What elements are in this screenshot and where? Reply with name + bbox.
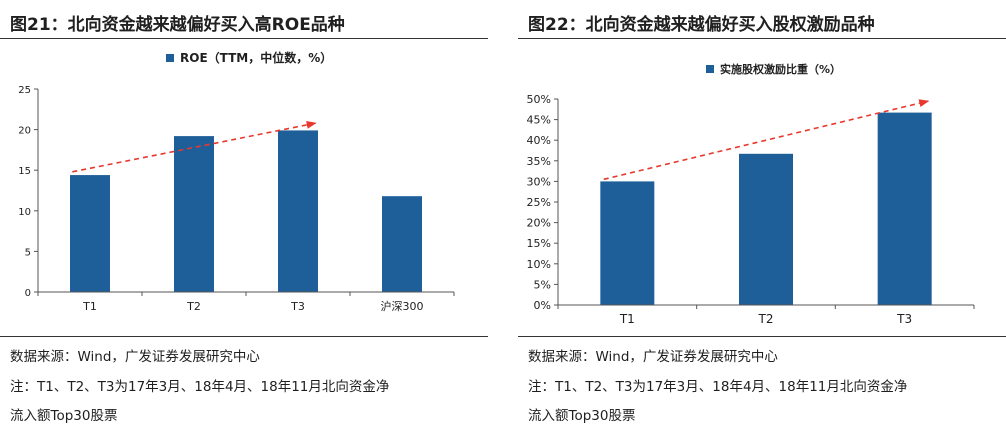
x-tick-label: T2 bbox=[758, 312, 774, 326]
y-tick-label: 25 bbox=[18, 85, 31, 96]
y-tick-label: 30% bbox=[527, 175, 551, 188]
x-tick-label: T1 bbox=[619, 312, 635, 326]
bar-T1 bbox=[600, 181, 655, 305]
equity-incentive-bar-chart: 实施股权激励比重（%） 0% 5% 10% 15% 20% 25% 30% 35% 40% 45% 5… bbox=[527, 62, 975, 326]
source-note: 数据来源：Wind，广发证券发展研究中心 bbox=[528, 349, 778, 365]
trend-arrow bbox=[603, 99, 930, 181]
y-tick-label: 15% bbox=[527, 237, 551, 250]
x-tick-label: T3 bbox=[896, 312, 912, 326]
figure-title: 图22：北向资金越来越偏好买入股权激励品种 bbox=[528, 15, 875, 35]
bar-T1 bbox=[70, 175, 110, 292]
title-rule bbox=[0, 38, 488, 39]
bar-T3 bbox=[278, 130, 318, 292]
y-tick-label: 20% bbox=[527, 217, 551, 230]
y-tick-label: 10 bbox=[18, 207, 31, 218]
y-tick-label: 20 bbox=[18, 126, 31, 137]
y-tick-label: 5% bbox=[534, 278, 551, 291]
y-tick-label: 25% bbox=[527, 196, 551, 209]
source-note: 数据来源：Wind，广发证券发展研究中心 bbox=[10, 349, 260, 365]
bar-T3 bbox=[877, 112, 932, 305]
figure-21: 图21：北向资金越来越偏好买入高ROE品种 ROE（TTM，中位数，%） 0 5 10… bbox=[0, 0, 488, 437]
y-tick-label: 35% bbox=[527, 155, 551, 168]
y-tick-label: 45% bbox=[527, 114, 551, 127]
footnote-line-2: 流入额Top30股票 bbox=[528, 408, 636, 424]
legend-label: ROE（TTM，中位数，%） bbox=[180, 50, 332, 65]
figure-title: 图21：北向资金越来越偏好买入高ROE品种 bbox=[10, 15, 345, 35]
y-tick-label: 10% bbox=[527, 258, 551, 271]
legend-swatch bbox=[166, 54, 174, 62]
y-tick-label: 50% bbox=[527, 93, 551, 106]
y-tick-label: 0 bbox=[25, 288, 31, 299]
footer-rule bbox=[518, 336, 1006, 337]
x-tick-label: T2 bbox=[186, 300, 201, 313]
footnote-line-1: 注：T1、T2、T3为17年3月、18年4月、18年11月北向资金净 bbox=[10, 379, 390, 395]
footer-rule bbox=[0, 336, 488, 337]
x-tick-label: T1 bbox=[82, 300, 97, 313]
roe-bar-chart: ROE（TTM，中位数，%） 0 5 10 15 20 25 T1 T2 T3 沪深300 bbox=[18, 50, 455, 313]
bar-T2 bbox=[174, 136, 214, 292]
x-tick-label: T3 bbox=[290, 300, 305, 313]
legend-label: 实施股权激励比重（%） bbox=[720, 62, 841, 76]
footnote-line-2: 流入额Top30股票 bbox=[10, 408, 118, 424]
y-tick-label: 40% bbox=[527, 134, 551, 147]
y-tick-label: 0% bbox=[534, 299, 551, 312]
x-tick-label: 沪深300 bbox=[381, 299, 424, 313]
legend-swatch bbox=[706, 65, 714, 73]
y-tick-label: 15 bbox=[18, 166, 31, 177]
footnote-line-1: 注：T1、T2、T3为17年3月、18年4月、18年11月北向资金净 bbox=[528, 379, 908, 395]
figure-22: 图22：北向资金越来越偏好买入股权激励品种 实施股权激励比重（%） 0% 5% 10%… bbox=[518, 0, 1006, 437]
bar-沪深300 bbox=[382, 196, 422, 292]
y-tick-label: 5 bbox=[25, 247, 31, 258]
title-rule bbox=[518, 38, 1006, 39]
bar-T2 bbox=[739, 153, 793, 305]
